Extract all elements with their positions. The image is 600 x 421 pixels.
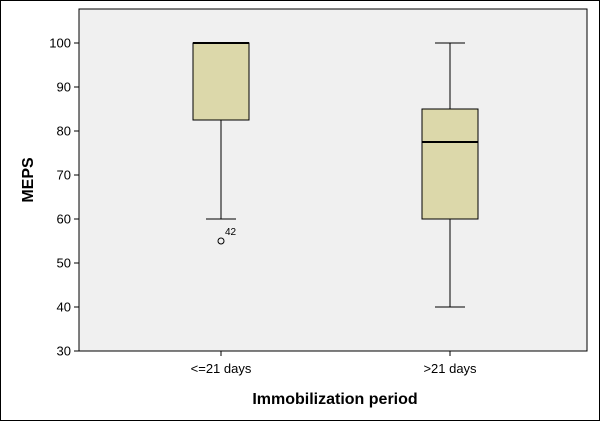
- x-tick-label: <=21 days: [191, 361, 252, 376]
- y-tick-label: 30: [57, 344, 71, 359]
- y-tick-label: 90: [57, 80, 71, 95]
- x-tick-label: >21 days: [423, 361, 477, 376]
- y-tick-label: 50: [57, 256, 71, 271]
- plot-area: [78, 8, 588, 352]
- y-tick-label: 40: [57, 300, 71, 315]
- y-tick-label: 60: [57, 212, 71, 227]
- x-axis-title: Immobilization period: [252, 391, 417, 408]
- y-tick-label: 100: [49, 36, 71, 51]
- outlier-label: 42: [225, 227, 237, 238]
- y-axis: 30 40 50 60 70 80 90 100: [49, 36, 79, 359]
- y-tick-label: 70: [57, 168, 71, 183]
- x-axis: <=21 days >21 days: [191, 351, 477, 376]
- box-iqr: [421, 108, 479, 220]
- y-tick-label: 80: [57, 124, 71, 139]
- box-iqr: [192, 42, 250, 121]
- outlier-point: [217, 237, 225, 245]
- boxes: 42: [192, 42, 479, 308]
- y-axis-title: MEPS: [20, 157, 37, 203]
